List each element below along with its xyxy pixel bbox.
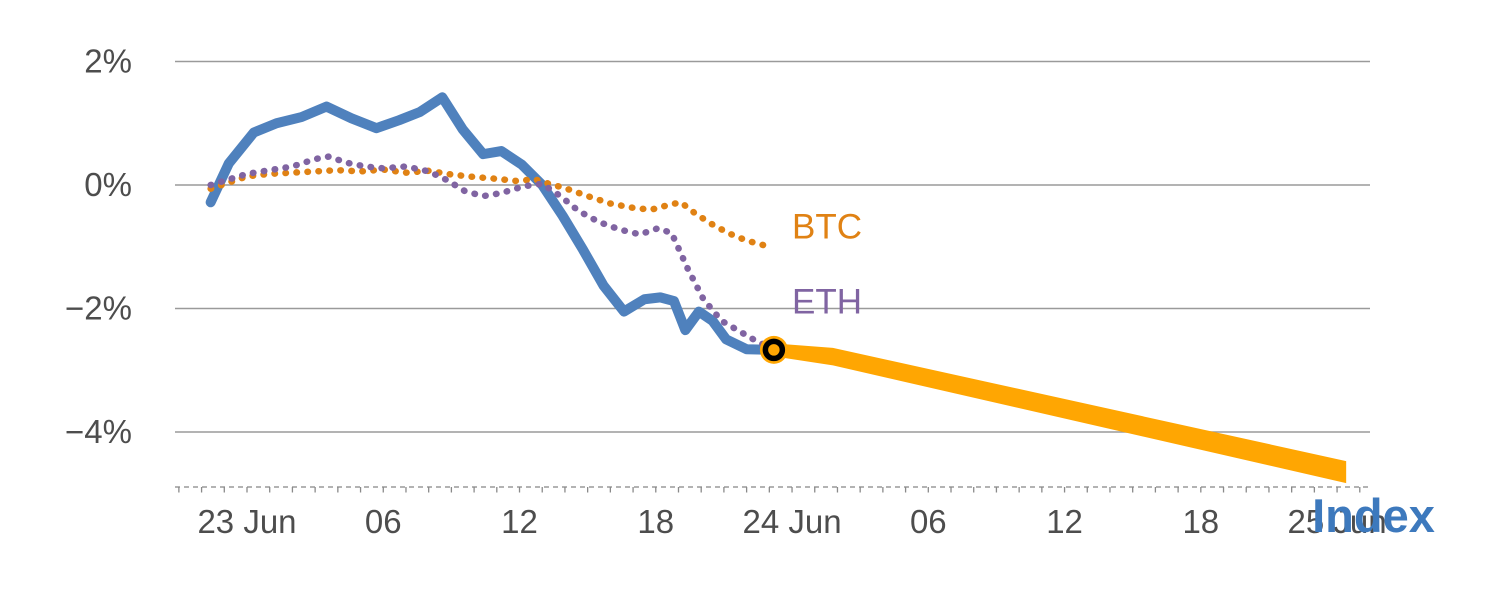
y-axis-labels: 2% 0% −2% −4% [65,43,132,451]
marker-ring [762,338,786,362]
y-tick-label: −2% [65,290,132,327]
x-tick-label: 18 [637,503,674,540]
x-axis-labels: 23 Jun 06 12 18 24 Jun 06 12 18 25 Jun [197,503,1386,540]
y-tick-label: 2% [84,43,132,80]
eth-label: ETH [792,282,862,321]
index-label: Index [1312,489,1435,542]
series-lines [205,92,1347,484]
x-tick-label: 23 Jun [197,503,296,540]
y-tick-label: 0% [84,166,132,203]
series-btc [207,166,769,249]
x-tick-label: 25 Jun [1288,503,1387,540]
forecast-marker [759,335,788,364]
x-tick-label: 18 [1182,503,1219,540]
series-index [205,92,779,355]
x-tick-label: 24 Jun [742,503,841,540]
x-axis [175,486,1370,493]
series-index-forecast [773,343,1347,484]
x-tick-label: 12 [1046,503,1083,540]
x-tick-label: 12 [501,503,538,540]
y-tick-label: −4% [65,413,132,450]
x-tick-label: 06 [365,503,402,540]
btc-label: BTC [792,208,862,247]
x-tick-label: 06 [910,503,947,540]
